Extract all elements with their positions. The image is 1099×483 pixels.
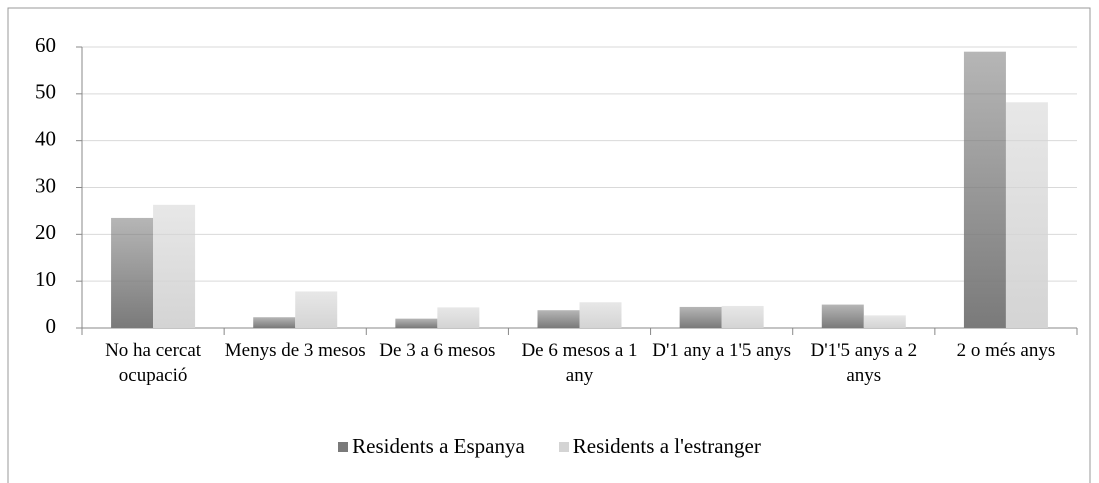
x-tick-label: Menys de 3 mesos <box>224 340 366 361</box>
bar <box>1005 102 1048 328</box>
bar <box>437 307 480 328</box>
legend-item: Residents a l'estranger <box>558 434 761 459</box>
legend-label: Residents a Espanya <box>352 434 525 458</box>
bar <box>579 302 622 328</box>
x-tick-label: D'1 any a 1'5 anys <box>652 340 792 361</box>
legend-item: Residents a Espanya <box>338 434 525 459</box>
x-tick-label: De 3 a 6 mesos <box>379 340 496 361</box>
legend-swatch <box>338 441 349 452</box>
bar <box>863 315 906 328</box>
y-tick-label: 20 <box>35 220 56 244</box>
legend-label: Residents a l'estranger <box>572 434 761 458</box>
legend: Residents a Espanya Residents a l'estrang… <box>0 434 1099 459</box>
bar <box>963 51 1006 328</box>
chart-border <box>7 7 1091 483</box>
x-tick-label: De 6 mesos a 1 any <box>521 340 638 386</box>
bar <box>295 291 338 328</box>
bar <box>679 306 722 328</box>
legend-swatch <box>558 441 569 452</box>
x-tick-label: D'1'5 anys a 2 anys <box>810 340 918 386</box>
y-tick-label: 50 <box>35 80 56 104</box>
y-tick-label: 0 <box>46 314 57 338</box>
y-tick-label: 60 <box>35 33 56 57</box>
bar <box>111 217 154 328</box>
bar <box>537 310 580 328</box>
bar <box>395 318 438 328</box>
bar <box>821 304 864 328</box>
y-tick-label: 10 <box>35 267 56 291</box>
x-tick-label: No ha cercat ocupació <box>105 340 202 386</box>
y-tick-label: 30 <box>35 173 56 197</box>
bar <box>721 305 764 328</box>
x-tick-label: 2 o més anys <box>956 340 1056 361</box>
y-tick-label: 40 <box>35 126 56 150</box>
bar <box>153 204 196 328</box>
bar <box>253 317 296 328</box>
